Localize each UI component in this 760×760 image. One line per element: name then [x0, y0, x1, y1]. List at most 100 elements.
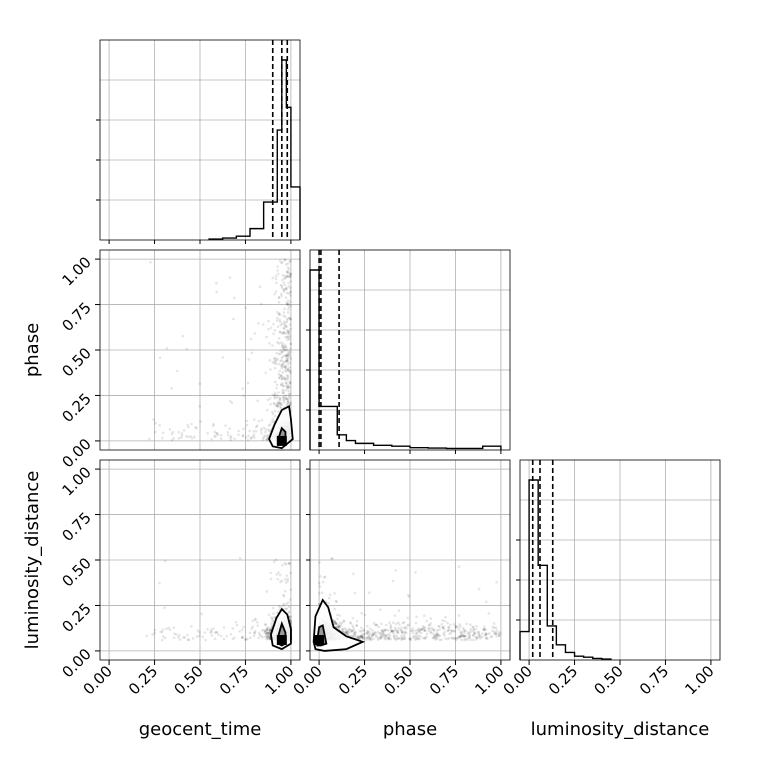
scatter-point — [362, 633, 366, 637]
scatter-point — [415, 632, 418, 635]
scatter-point — [286, 338, 289, 341]
scatter-point — [284, 354, 287, 358]
scatter-point — [279, 352, 282, 355]
scatter-point — [280, 362, 284, 366]
scatter-point — [283, 327, 286, 330]
scatter-point — [158, 423, 161, 427]
scatter-point — [284, 381, 288, 384]
ytick-label-luminosity_distance-4: 1.00 — [58, 463, 94, 499]
scatter-point — [285, 397, 289, 401]
scatter-point — [462, 635, 466, 638]
scatter-point — [273, 361, 276, 365]
scatter-point — [265, 637, 268, 641]
scatter-point — [287, 330, 290, 334]
scatter-point — [277, 336, 281, 340]
scatter-point — [153, 631, 156, 635]
scatter-point — [161, 635, 165, 638]
scatter-point — [396, 629, 400, 632]
scatter-point — [280, 358, 283, 362]
scatter-point — [242, 427, 245, 431]
scatter-point — [283, 344, 287, 347]
scatter-point — [226, 431, 230, 434]
scatter-point — [410, 629, 414, 632]
scatter-point — [390, 629, 394, 633]
scatter-point — [389, 637, 392, 641]
scatter-point — [279, 323, 282, 327]
xtick-label-luminosity_distance-4: 1.00 — [681, 662, 717, 698]
scatter-point — [482, 628, 486, 632]
scatter-point — [474, 627, 478, 631]
scatter-point — [286, 262, 290, 265]
scatter-point — [272, 322, 275, 326]
scatter-point — [394, 569, 397, 572]
scatter-point — [281, 381, 284, 385]
scatter-point — [335, 625, 339, 629]
scatter-point — [407, 595, 411, 598]
scatter-point — [366, 631, 369, 635]
scatter-point — [287, 396, 291, 400]
scatter-point — [264, 430, 267, 434]
scatter-point — [348, 630, 352, 634]
scatter-point — [368, 591, 371, 594]
scatter-point — [265, 631, 269, 635]
scatter-point — [435, 634, 438, 638]
scatter-point — [442, 627, 446, 631]
scatter-point — [248, 429, 251, 433]
scatter-point — [322, 576, 326, 579]
scatter-point — [283, 331, 286, 335]
scatter-point — [469, 623, 472, 626]
scatter-point — [287, 389, 291, 393]
scatter-point — [216, 433, 220, 437]
scatter-point — [287, 368, 290, 371]
scatter-point — [358, 635, 362, 639]
scatter-point — [380, 636, 383, 639]
scatter-point — [278, 376, 282, 380]
scatter-point — [252, 429, 255, 433]
scatter-point — [265, 590, 269, 593]
scatter-point — [274, 277, 278, 281]
scatter-point — [158, 581, 161, 585]
scatter-point — [288, 300, 292, 304]
scatter-point — [476, 636, 479, 640]
scatter-point — [272, 560, 276, 563]
scatter-point — [190, 422, 193, 426]
scatter-point — [349, 634, 353, 638]
scatter-point — [275, 404, 278, 408]
scatter-point — [472, 629, 476, 632]
scatter-point — [251, 625, 255, 629]
scatter-point — [288, 403, 292, 406]
scatter-point — [286, 329, 290, 332]
scatter-point — [341, 627, 345, 631]
scatter-point — [235, 623, 239, 627]
scatter-point — [289, 286, 292, 290]
scatter-point — [497, 633, 501, 636]
scatter-point — [427, 629, 430, 633]
scatter-point — [278, 401, 282, 404]
scatter-point — [282, 604, 285, 607]
scatter-point — [360, 630, 363, 633]
scatter-point — [285, 286, 288, 290]
scatter-point — [432, 635, 436, 638]
scatter-point — [421, 624, 425, 628]
scatter-point — [284, 288, 288, 291]
scatter-point — [215, 281, 218, 285]
scatter-point — [287, 562, 291, 566]
scatter-point — [282, 290, 286, 293]
scatter-point — [347, 627, 351, 631]
scatter-point — [282, 311, 286, 314]
scatter-point — [422, 614, 426, 618]
scatter-point — [284, 397, 288, 401]
scatter-point — [289, 317, 293, 321]
scatter-point — [289, 291, 292, 294]
scatter-point — [400, 630, 404, 634]
scatter-point — [469, 638, 473, 642]
scatter-point — [430, 626, 433, 630]
scatter-point — [256, 399, 259, 403]
scatter-point — [252, 433, 256, 436]
scatter-point — [384, 628, 388, 632]
scatter-point — [324, 575, 327, 579]
scatter-point — [281, 391, 285, 395]
scatter-point — [279, 341, 283, 344]
scatter-point — [261, 438, 265, 441]
scatter-point — [415, 631, 419, 635]
